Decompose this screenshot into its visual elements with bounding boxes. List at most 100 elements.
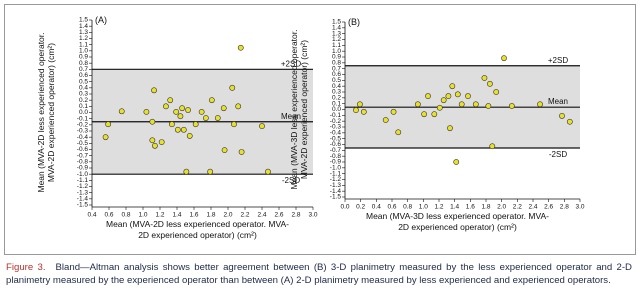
- point: [414, 101, 421, 108]
- y-tick-label: 0.3: [79, 91, 88, 98]
- y-tick-label: 0.0: [79, 109, 88, 116]
- reference-label: +2SD: [281, 59, 301, 68]
- x-tick-label: 1.8: [206, 212, 215, 219]
- y-tick-label: -1.1: [330, 170, 342, 177]
- point: [493, 89, 500, 95]
- y-tick-label: 1.0: [332, 48, 341, 55]
- reference-label: +2SD: [548, 56, 568, 65]
- reference-label: -2SD: [549, 150, 567, 159]
- x-tick-label: 2.2: [513, 204, 522, 211]
- point: [259, 123, 265, 129]
- y-tick-label: 0.9: [79, 54, 88, 61]
- y-tick-label: -0.2: [77, 122, 89, 129]
- y-tick-label: 0.3: [332, 89, 341, 96]
- point: [163, 103, 169, 110]
- point: [185, 107, 191, 113]
- y-tick-label: 1.4: [79, 23, 88, 30]
- point: [238, 149, 245, 155]
- x-tick-label: 1.6: [466, 204, 475, 211]
- point: [105, 121, 112, 128]
- x-tick-label: 1.0: [138, 212, 147, 219]
- y-tick-label: -0.3: [330, 124, 342, 131]
- x-tick-label: 2.8: [291, 212, 300, 219]
- point: [220, 105, 227, 112]
- y-tick-label: 1.1: [79, 41, 88, 48]
- point: [487, 80, 493, 87]
- point: [425, 93, 431, 99]
- caption: Figure 3. Bland—Altman analysis shows bet…: [6, 262, 632, 287]
- point: [102, 134, 109, 141]
- caption-text: Bland—Altman analysis shows better agree…: [6, 262, 632, 286]
- y-axis-label: Mean (MVA-2D less experienced operator.: [36, 32, 46, 192]
- point: [356, 101, 363, 108]
- y-tick-label: -0.2: [330, 118, 342, 125]
- y-tick-label: 1.4: [332, 25, 341, 32]
- y-tick-label: -1.0: [77, 171, 89, 178]
- point: [214, 115, 221, 121]
- point: [449, 83, 456, 90]
- y-tick-label: -1.1: [77, 177, 89, 184]
- figure: +2SDMean-2SD1.51.41.31.21.11.00.90.80.70…: [4, 4, 636, 255]
- x-tick-label: 1.6: [189, 212, 198, 219]
- y-tick-label: -1.0: [330, 165, 342, 172]
- point: [445, 93, 452, 99]
- y-tick-label: 0.1: [332, 100, 341, 107]
- point: [265, 168, 271, 175]
- x-axis-label: Mean (MVA-2D less experienced operator. …: [106, 219, 289, 229]
- point: [353, 107, 359, 113]
- y-tick-label: 0.2: [332, 95, 341, 102]
- y-tick-label: -0.9: [77, 165, 89, 172]
- x-tick-label: 3.0: [575, 204, 584, 211]
- x-tick-label: 1.8: [481, 204, 490, 211]
- y-tick-label: 0.0: [332, 106, 341, 113]
- point: [207, 168, 214, 175]
- point: [180, 126, 187, 133]
- point: [566, 118, 573, 125]
- point: [173, 108, 180, 115]
- point: [447, 125, 453, 132]
- point: [440, 97, 447, 104]
- y-tick-label: -0.8: [77, 159, 89, 166]
- y-tick-label: 0.5: [332, 77, 341, 84]
- x-tick-label: 2.6: [274, 212, 283, 219]
- point: [167, 97, 174, 104]
- point: [485, 103, 492, 109]
- x-tick-label: 1.2: [434, 204, 443, 211]
- point: [458, 101, 465, 108]
- point: [436, 104, 443, 111]
- x-axis-label: 2D experienced operator) (cm²): [398, 222, 517, 232]
- y-axis-label: MVA-2D experienced operator) (cm²): [46, 43, 56, 182]
- point: [453, 159, 460, 165]
- x-axis-label: Mean (MVA-3D less experienced operator. …: [366, 211, 549, 221]
- point: [421, 111, 428, 118]
- y-tick-label: 0.2: [79, 97, 88, 104]
- y-tick-label: -0.5: [77, 140, 89, 147]
- y-tick-label: 0.6: [332, 71, 341, 78]
- y-tick-label: -0.8: [330, 153, 342, 160]
- point: [183, 168, 190, 175]
- y-tick-label: -0.7: [77, 152, 89, 159]
- y-tick-label: 0.6: [79, 72, 88, 79]
- y-tick-label: -0.4: [77, 134, 89, 141]
- y-tick-label: 0.9: [332, 54, 341, 61]
- y-tick-label: -0.5: [330, 135, 342, 142]
- y-tick-label: -0.3: [77, 128, 89, 135]
- y-tick-label: 0.8: [332, 60, 341, 67]
- y-tick-label: -1.5: [330, 194, 342, 201]
- y-tick-label: -0.6: [77, 146, 89, 153]
- y-tick-label: 0.4: [79, 85, 88, 92]
- x-tick-label: 0.8: [121, 212, 130, 219]
- y-tick-label: -0.1: [330, 112, 342, 119]
- x-tick-label: 3.0: [308, 212, 317, 219]
- point: [179, 105, 185, 112]
- y-tick-label: -0.9: [330, 159, 342, 166]
- caption-label: Figure 3.: [6, 262, 46, 273]
- point: [221, 147, 228, 154]
- x-axis-label: 2D experienced operator) (cm²): [138, 230, 257, 240]
- y-tick-label: 1.0: [79, 48, 88, 55]
- x-tick-label: 0.2: [356, 204, 365, 211]
- y-tick-label: 0.8: [79, 60, 88, 67]
- x-tick-label: 0.8: [403, 204, 412, 211]
- point: [149, 137, 156, 144]
